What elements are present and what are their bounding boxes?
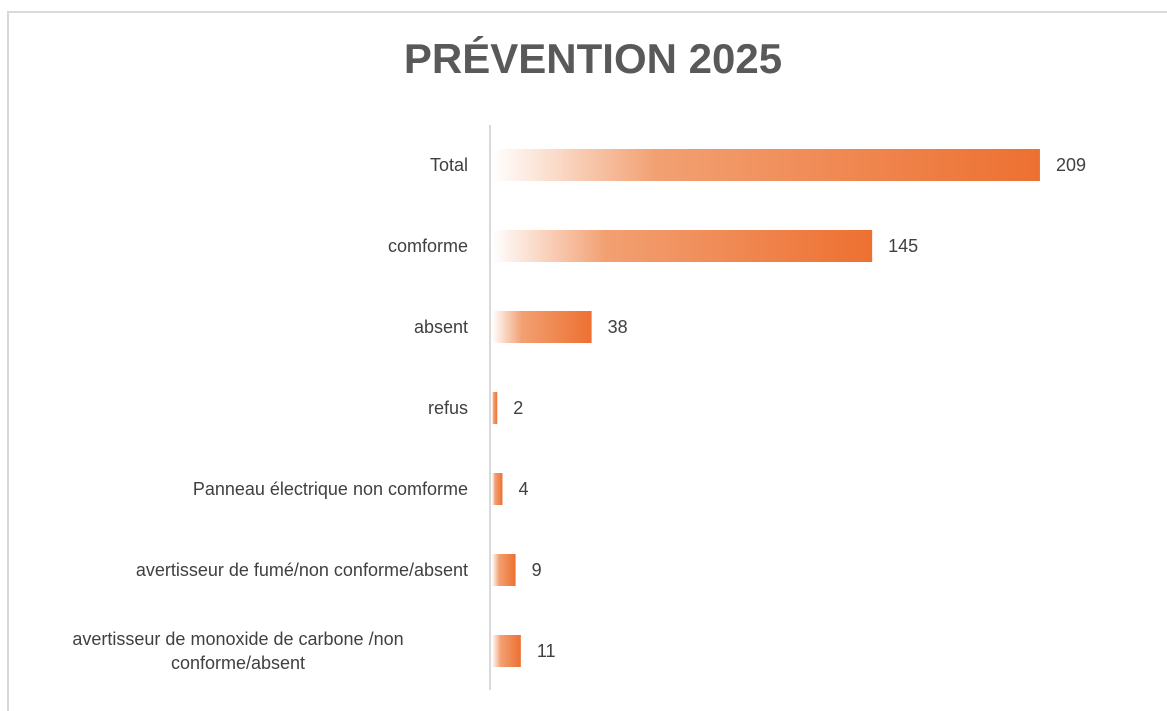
chart-border [7, 11, 1167, 711]
category-label-box: comforme [8, 216, 468, 276]
bar [492, 392, 498, 424]
value-label: 38 [608, 317, 628, 337]
category-label: avertisseur de monoxide de carbone /non … [72, 629, 404, 673]
bar [492, 311, 592, 343]
bar [492, 473, 503, 505]
value-label: 145 [888, 236, 918, 256]
value-label: 11 [537, 641, 556, 661]
category-label-box: refus [8, 378, 468, 438]
bar [492, 554, 516, 586]
category-label-box: Panneau électrique non comforme [8, 459, 468, 519]
chart-title: PRÉVENTION 2025 [404, 35, 782, 82]
bar [492, 149, 1040, 181]
category-label-box: absent [8, 297, 468, 357]
value-label: 9 [532, 560, 542, 580]
value-label: 209 [1056, 155, 1086, 175]
category-label-box: avertisseur de fumé/non conforme/absent [8, 540, 468, 600]
bar [492, 635, 521, 667]
category-label-box: Total [8, 135, 468, 195]
category-label: Panneau électrique non comforme [192, 479, 468, 499]
category-label: refus [427, 398, 468, 418]
category-label: absent [413, 317, 468, 337]
value-label: 4 [518, 479, 528, 499]
category-label: Total [429, 155, 468, 175]
bar [492, 230, 873, 262]
category-label-box: avertisseur de monoxide de carbone /non … [8, 621, 468, 681]
value-label: 2 [513, 398, 523, 418]
category-label: avertisseur de fumé/non conforme/absent [135, 560, 468, 580]
category-label: comforme [387, 236, 468, 256]
